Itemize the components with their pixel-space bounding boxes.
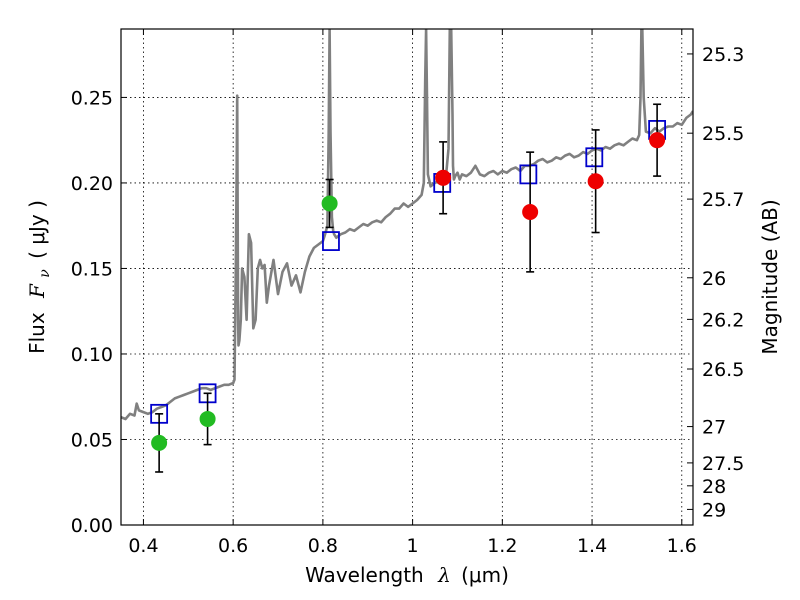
- right-tick-label: 27.5: [702, 453, 744, 475]
- right-tick-label: 25.3: [702, 44, 744, 66]
- x-tick-label: 1.6: [667, 535, 697, 557]
- y-tick-label: 0.20: [71, 173, 113, 195]
- x-axis-label: Wavelength λ (μm): [305, 563, 509, 587]
- right-tick-label: 26.2: [702, 309, 744, 331]
- x-tick-label: 1.2: [487, 535, 517, 557]
- y-axis-label-unit: ( μJy ): [25, 200, 49, 259]
- right-tick-label: 26: [702, 268, 726, 290]
- markers: [150, 103, 667, 473]
- plot-area: [121, 29, 693, 421]
- data-point: [587, 173, 604, 190]
- x-tick-label: 0.6: [218, 535, 248, 557]
- model-square: [322, 231, 340, 251]
- plot-frame: [120, 28, 694, 526]
- x-axis-label-unit: (μm): [461, 563, 509, 587]
- right-tick-label: 25.7: [702, 189, 744, 211]
- y-axis-label: Flux F ν ( μJy ): [25, 200, 54, 354]
- axes: 0.4 0.6 0.8 1 1.2 1.4 1.6 0.00 0.05 0.10 0.15 0.20 0…: [71, 29, 744, 557]
- model-square: [585, 147, 604, 168]
- y-tick-label: 0.05: [71, 429, 113, 451]
- spectrum-line: [121, 29, 693, 421]
- y-tick-label: 0.00: [71, 515, 113, 537]
- x-tick-label: 1: [407, 535, 419, 557]
- x-tick-label: 0.8: [308, 535, 338, 557]
- right-tick-label: 27: [702, 417, 726, 439]
- right-tick-label: 29: [702, 499, 726, 521]
- plot-background: [121, 29, 693, 525]
- right-tick-label: 28: [702, 476, 726, 498]
- right-axis-label: Magnitude (AB): [758, 199, 782, 354]
- right-axis-label-text: Magnitude (AB): [758, 199, 782, 354]
- model-square: [519, 164, 538, 185]
- data-point: [321, 195, 338, 212]
- data-point: [522, 204, 539, 221]
- data-point: [199, 410, 216, 427]
- data-point: [151, 434, 168, 451]
- y-tick-label: 0.25: [71, 87, 113, 109]
- y-axis-label-subscript: ν: [37, 269, 53, 278]
- data-point: [649, 132, 666, 149]
- x-tick-label: 0.4: [128, 535, 158, 557]
- y-axis-label-prefix: Flux: [25, 312, 49, 354]
- x-axis-label-symbol: λ: [437, 563, 451, 587]
- x-axis-label-prefix: Wavelength: [305, 563, 424, 587]
- y-axis-label-symbol: F: [25, 283, 49, 299]
- y-tick-label: 0.10: [71, 344, 113, 366]
- svg-text:Flux F ν ( μ: Flux F ν ( μJy ): [25, 200, 54, 354]
- y-tick-label: 0.15: [71, 258, 113, 280]
- right-tick-label: 25.5: [702, 123, 744, 145]
- data-point: [435, 169, 452, 186]
- right-tick-label: 26.5: [702, 359, 744, 381]
- x-tick-label: 1.4: [577, 535, 607, 557]
